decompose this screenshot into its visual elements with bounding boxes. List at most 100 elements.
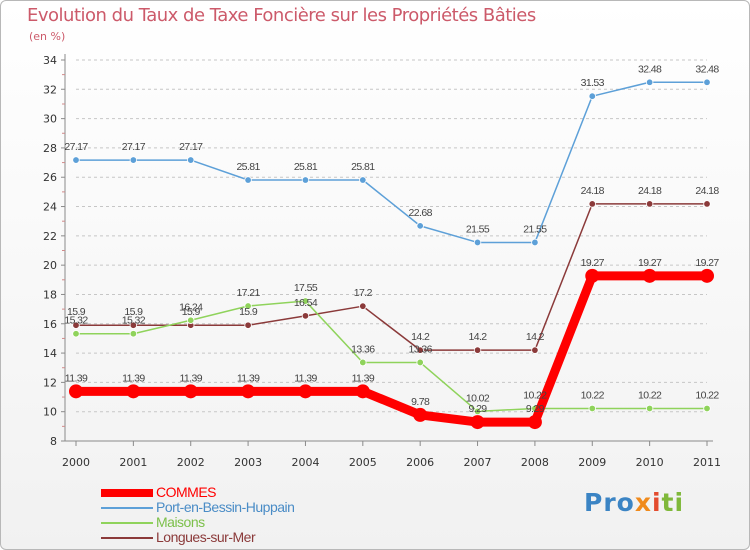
y-tick-label: 18 xyxy=(43,288,57,301)
data-label: 15.32 xyxy=(64,315,88,327)
data-point xyxy=(527,415,542,430)
data-label: 19.27 xyxy=(638,257,662,269)
x-tick-label: 2000 xyxy=(62,456,90,469)
y-tick-label: 14 xyxy=(43,347,57,360)
legend-label: COMMES xyxy=(156,484,217,500)
y-tick-label: 10 xyxy=(43,406,57,419)
data-label: 13.36 xyxy=(409,343,433,355)
y-tick-label: 22 xyxy=(43,230,57,243)
data-point xyxy=(72,321,80,329)
data-label: 16.24 xyxy=(179,301,203,313)
y-tick-label: 8 xyxy=(50,435,57,448)
data-point xyxy=(301,312,310,320)
data-point xyxy=(473,238,482,247)
data-point xyxy=(473,407,482,416)
data-point xyxy=(72,330,80,338)
data-point xyxy=(359,358,367,367)
data-point xyxy=(413,407,428,422)
data-label: 11.39 xyxy=(122,372,145,384)
x-tick-label: 2005 xyxy=(349,456,377,469)
data-label: 27.17 xyxy=(64,141,88,153)
data-label: 10.22 xyxy=(523,389,547,401)
series-line xyxy=(76,271,707,427)
y-tick-label: 34 xyxy=(43,54,57,67)
data-point xyxy=(585,268,600,283)
data-point xyxy=(72,156,80,164)
data-label: 14.2 xyxy=(411,331,430,343)
data-label: 19.27 xyxy=(695,257,719,269)
data-label: 15.32 xyxy=(122,315,146,327)
data-label: 9.29 xyxy=(526,403,545,415)
y-tick-label: 32 xyxy=(43,83,57,96)
data-label: 31.53 xyxy=(581,77,605,89)
data-point xyxy=(129,321,138,329)
data-point xyxy=(645,404,654,413)
y-tick-label: 28 xyxy=(43,142,57,155)
data-label: 10.02 xyxy=(466,392,490,404)
series-line xyxy=(76,300,707,413)
y-tick-label: 24 xyxy=(43,201,57,214)
data-point xyxy=(244,302,252,310)
x-tick-label: 2008 xyxy=(521,456,549,469)
data-label: 22.68 xyxy=(409,207,433,219)
line-chart: 8 10 12 14 16 18 20 22 24 26 28 30 32 34 2000 2001 2002 2… xyxy=(43,54,721,469)
data-point xyxy=(244,321,252,329)
data-label: 25.81 xyxy=(351,161,375,173)
proxiti-logo: Proxiti xyxy=(584,488,685,517)
data-label: 11.39 xyxy=(179,372,202,384)
data-label: 21.55 xyxy=(523,223,547,235)
y-tick-label: 16 xyxy=(43,318,57,331)
data-label: 19.27 xyxy=(581,257,605,269)
data-label: 11.39 xyxy=(237,372,260,384)
data-point xyxy=(187,156,195,164)
data-point xyxy=(183,384,198,399)
data-label: 27.17 xyxy=(122,141,146,153)
data-point xyxy=(588,92,596,100)
data-point xyxy=(416,222,424,230)
data-label: 15.9 xyxy=(124,306,143,318)
data-point xyxy=(355,384,370,399)
data-point xyxy=(298,384,313,399)
data-point xyxy=(700,268,714,283)
data-point xyxy=(69,384,83,399)
legend-swatch xyxy=(101,506,153,509)
data-point xyxy=(588,200,596,208)
y-tick-label: 30 xyxy=(43,113,57,126)
data-label: 25.81 xyxy=(236,161,260,173)
data-label: 11.39 xyxy=(294,372,317,384)
data-label: 17.55 xyxy=(294,282,318,294)
data-point xyxy=(129,156,138,164)
data-label: 24.18 xyxy=(581,185,605,197)
data-label: 15.9 xyxy=(239,306,258,318)
data-label: 32.48 xyxy=(695,63,719,75)
data-label: 13.36 xyxy=(351,343,375,355)
data-label: 32.48 xyxy=(638,63,662,75)
data-label: 17.21 xyxy=(236,287,260,299)
y-tick-label: 12 xyxy=(43,376,57,389)
legend-swatch xyxy=(101,521,153,524)
data-point xyxy=(645,78,654,86)
data-label: 21.55 xyxy=(466,223,490,235)
legend-label: Maisons xyxy=(156,514,205,530)
data-point xyxy=(470,415,485,430)
data-label: 14.2 xyxy=(469,331,488,343)
data-point xyxy=(703,200,711,208)
x-tick-label: 2011 xyxy=(693,456,721,469)
data-label: 10.22 xyxy=(638,389,662,401)
data-point xyxy=(588,404,596,413)
y-tick-label: 20 xyxy=(43,259,57,272)
data-point xyxy=(642,268,657,283)
legend-label: Port-en-Bessin-Huppain xyxy=(156,499,295,515)
data-point xyxy=(301,176,310,184)
data-label: 15.9 xyxy=(182,306,201,318)
data-point xyxy=(703,78,711,86)
data-point xyxy=(473,346,482,354)
chart-title: Evolution du Taux de Taxe Foncière sur l… xyxy=(27,5,536,26)
x-tick-label: 2010 xyxy=(636,456,664,469)
data-point xyxy=(645,200,654,208)
data-label: 15.9 xyxy=(67,306,86,318)
data-label: 24.18 xyxy=(695,185,719,197)
data-point xyxy=(126,384,141,399)
data-point xyxy=(531,238,539,247)
